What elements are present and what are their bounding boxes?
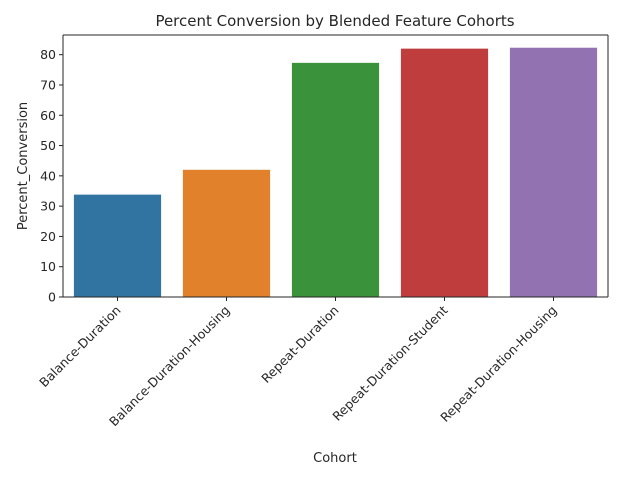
y-tick-label: 30	[40, 199, 56, 214]
y-tick-label: 20	[40, 229, 56, 244]
y-tick-label: 80	[40, 47, 56, 62]
y-tick-label: 40	[40, 168, 56, 183]
x-axis-label: Cohort	[313, 451, 357, 466]
bar-repeat-duration-housing	[509, 47, 598, 297]
x-tick-label: Repeat-Duration-Housing	[437, 303, 559, 425]
chart-title: Percent Conversion by Blended Feature Co…	[155, 12, 514, 30]
y-axis-label: Percent_Conversion	[16, 102, 31, 230]
x-axis-ticks: Balance-DurationBalance-Duration-Housing…	[36, 297, 560, 430]
y-tick-label: 10	[40, 259, 56, 274]
y-axis-ticks: 0 10 20 30 40 50 60 70 80	[40, 47, 63, 305]
bar-repeat-duration-student	[400, 48, 489, 297]
bar-repeat-duration	[291, 62, 380, 298]
bar-balance-duration	[73, 194, 162, 297]
x-tick-label: Balance-Duration-Housing	[106, 303, 233, 430]
y-tick-label: 0	[48, 290, 56, 305]
bar-balance-duration-housing	[182, 169, 271, 297]
y-tick-label: 60	[40, 108, 56, 123]
x-tick-label: Repeat-Duration-Student	[329, 302, 450, 423]
y-tick-label: 70	[40, 77, 56, 92]
bars-group	[73, 47, 598, 298]
x-tick-label: Repeat-Duration	[258, 303, 341, 386]
x-tick-label: Balance-Duration	[36, 303, 123, 390]
y-tick-label: 50	[40, 138, 56, 153]
